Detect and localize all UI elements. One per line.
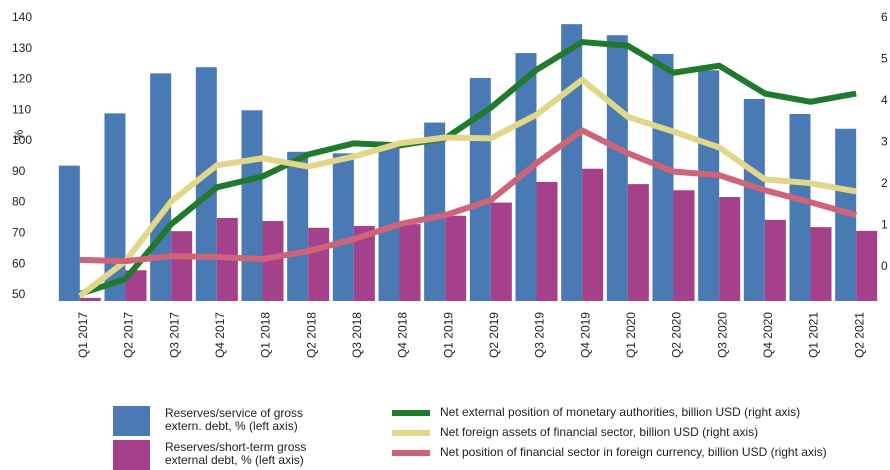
bar [810,227,832,301]
line-series [78,76,857,299]
bar [399,224,421,301]
x-tick-label: Q3 2018 [350,312,364,358]
x-tick-label: Q1 2019 [441,312,455,358]
y2-tick-label: 3 [881,135,888,149]
bar [673,190,695,301]
y-tick-label: 110 [12,102,31,116]
x-tick-label: Q2 2021 [852,312,866,358]
bar [743,98,765,301]
bar [150,73,172,301]
x-tick-label: Q1 2017 [76,312,90,358]
y-tick-label: 120 [12,72,32,86]
x-tick-label: Q4 2019 [578,312,592,358]
x-tick-label: Q2 2018 [304,312,318,358]
bar [698,70,720,301]
bar [353,225,375,301]
bar [856,230,878,301]
legend-label: Reserves/service of gross extern. debt, %… [165,406,303,433]
x-tick-label: Q3 2019 [533,312,547,358]
bar [719,197,741,301]
bar [58,165,80,301]
bar [536,181,558,301]
legend-label: Net external position of monetary author… [440,405,800,419]
x-tick-label: Q1 2018 [259,312,273,358]
bar [561,24,583,302]
line-series [78,39,857,297]
x-tick-label: Q4 2020 [761,312,775,358]
y-tick-label: 90 [12,164,26,178]
bar [125,270,147,301]
bar [424,122,446,301]
x-tick-label: Q1 2020 [624,312,638,358]
y2-tick-label: 2 [881,176,888,190]
bar [445,215,467,301]
bar [469,77,491,301]
bar [104,113,126,301]
bar [171,231,193,301]
bar [308,227,330,301]
y-tick-label: 50 [12,287,26,301]
x-tick-label: Q3 2017 [167,312,181,358]
bar [606,35,628,302]
bar [652,53,674,301]
legend-swatch [113,406,150,436]
legend-label: Reserves/short-term gross external debt, … [165,440,306,467]
bar [241,110,263,301]
y-tick-label: 140 [12,10,32,24]
x-tick-label: Q2 2017 [122,312,136,358]
y2-tick-label: 5 [881,52,888,66]
bar [789,113,811,302]
bar [262,221,284,301]
y-tick-label: 80 [12,195,26,209]
legend-swatch [113,440,150,470]
y2-tick-label: 1 [881,218,888,232]
x-tick-label: Q1 2021 [807,312,821,358]
bar [287,151,309,301]
bar [378,144,400,301]
y-tick-label: 100 [12,133,32,147]
y-axis-label: % [12,129,26,140]
x-tick-label: Q4 2017 [213,312,227,358]
bar [582,168,604,301]
x-tick-label: Q2 2019 [487,312,501,358]
bar [627,184,649,301]
y-tick-label: 60 [12,256,26,270]
bar [79,297,101,301]
y2-tick-label: 6 [881,10,888,24]
line-series [79,127,857,265]
bar [332,153,354,301]
y-tick-label: 130 [12,41,32,55]
legend-label: Net foreign assets of financial sector, … [440,425,758,439]
bar [764,219,786,301]
legend-label: Net position of financial sector in fore… [440,445,827,459]
x-tick-label: Q2 2020 [670,312,684,358]
y2-tick-label: 4 [881,93,888,107]
bar [490,202,512,301]
bar [195,67,217,301]
y-tick-label: 70 [12,225,26,239]
x-tick-label: Q3 2020 [715,312,729,358]
x-tick-label: Q4 2018 [396,312,410,358]
y2-tick-label: 0 [881,259,888,273]
